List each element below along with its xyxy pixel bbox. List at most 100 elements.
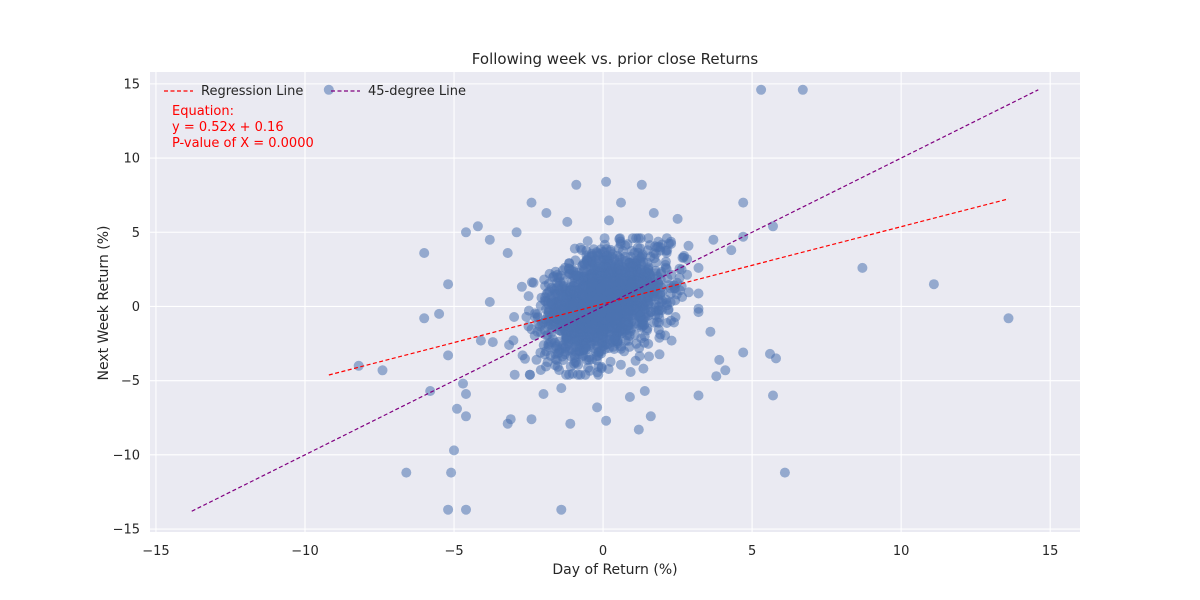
scatter-point [661, 245, 671, 256]
scatter-point [556, 383, 567, 394]
scatter-point [768, 221, 778, 232]
scatter-point [605, 334, 616, 345]
scatter-points-outliers [323, 84, 1014, 515]
scatter-point [449, 445, 459, 456]
scatter-point [538, 389, 549, 399]
scatter-point [458, 378, 468, 389]
scatter-point [583, 283, 594, 294]
scatter-point [676, 264, 687, 275]
scatter-point [636, 179, 647, 190]
scatter-point [509, 369, 520, 380]
scatter-point [714, 354, 725, 365]
scatter-point [666, 236, 676, 247]
scatter-point [708, 234, 719, 245]
scatter-point [526, 414, 537, 425]
scatter-point [605, 273, 616, 283]
scatter-point [634, 277, 645, 288]
scatter-point [639, 386, 650, 396]
scatter-point [452, 403, 462, 414]
scatter-point [612, 250, 623, 261]
scatter-point [552, 269, 563, 280]
scatter-point [666, 269, 677, 280]
scatter-point [461, 504, 471, 515]
scatter-point [596, 307, 607, 318]
scatter-point [560, 346, 571, 357]
y-axis-ticks: −15 −10 −5 0 5 10 15 [113, 77, 140, 537]
annotation-line-1: Equation: [172, 104, 234, 119]
scatter-point [797, 84, 808, 95]
scatter-point [551, 313, 562, 324]
scatter-point [857, 262, 868, 273]
scatter-point [615, 273, 626, 284]
scatter-point [624, 392, 635, 402]
45-degree-line-line [191, 89, 1039, 512]
scatter-point [672, 213, 683, 224]
x-tick-label: 15 [1042, 544, 1059, 559]
scatter-point [614, 234, 625, 244]
scatter-point [641, 325, 652, 336]
scatter-point [541, 208, 552, 218]
scatter-point [654, 349, 665, 360]
scatter-point [678, 252, 689, 263]
scatter-point [626, 278, 637, 289]
scatter-point [434, 308, 445, 319]
scatter-point [643, 268, 654, 279]
scatter-point [669, 317, 679, 328]
x-tick-label: −10 [291, 544, 318, 559]
annotation-line-2: y = 0.52x + 0.16 [172, 120, 284, 135]
scatter-point [636, 333, 647, 344]
scatter-point [561, 291, 572, 302]
scatter-point [604, 215, 614, 226]
scatter-point [516, 281, 527, 292]
scatter-point [594, 261, 605, 272]
scatter-point [756, 84, 767, 95]
scatter-point [1003, 313, 1014, 324]
scatter-point [531, 354, 542, 365]
y-tick-label: 15 [123, 77, 140, 92]
scatter-point [484, 297, 495, 307]
legend: Regression Line 45-degree Line [164, 84, 466, 99]
regression-line-line [328, 198, 1009, 376]
scatter-point [555, 300, 566, 311]
scatter-point [541, 330, 552, 341]
scatter-point [581, 256, 592, 267]
x-tick-label: −15 [142, 544, 169, 559]
scatter-point [626, 258, 637, 269]
scatter-point [401, 467, 412, 478]
scatter-point [654, 312, 665, 323]
scatter-point [573, 359, 584, 370]
legend-diagonal-label: 45-degree Line [368, 84, 466, 99]
scatter-point [572, 270, 583, 281]
y-tick-label: 10 [123, 152, 140, 167]
scatter-point [461, 411, 471, 422]
scatter-point [528, 277, 539, 288]
annotation-line-3: P-value of X = 0.0000 [172, 136, 314, 151]
scatter-point [487, 337, 498, 348]
scatter-point [644, 351, 654, 362]
scatter-point [779, 467, 790, 478]
scatter-point [526, 197, 537, 208]
scatter-point [577, 301, 587, 312]
scatter-point [556, 504, 567, 515]
scatter-point [461, 389, 471, 399]
scatter-point [660, 262, 671, 273]
scatter-point [564, 369, 575, 380]
scatter-point [575, 323, 586, 334]
scatter-point [630, 291, 640, 302]
scatter-point [738, 347, 749, 358]
scatter-point [603, 364, 614, 374]
scatter-point [502, 248, 513, 258]
scatter-point [583, 307, 594, 318]
scatter-point [532, 309, 543, 320]
y-tick-label: 0 [132, 300, 140, 315]
scatter-point [616, 343, 626, 354]
scatter-point [511, 227, 522, 238]
scatter-point [642, 245, 653, 256]
scatter-point [523, 291, 534, 302]
scatter-point [720, 365, 731, 376]
scatter-point [475, 335, 486, 346]
scatter-point [616, 197, 626, 208]
scatter-point [554, 365, 565, 376]
scatter-point [653, 236, 664, 247]
